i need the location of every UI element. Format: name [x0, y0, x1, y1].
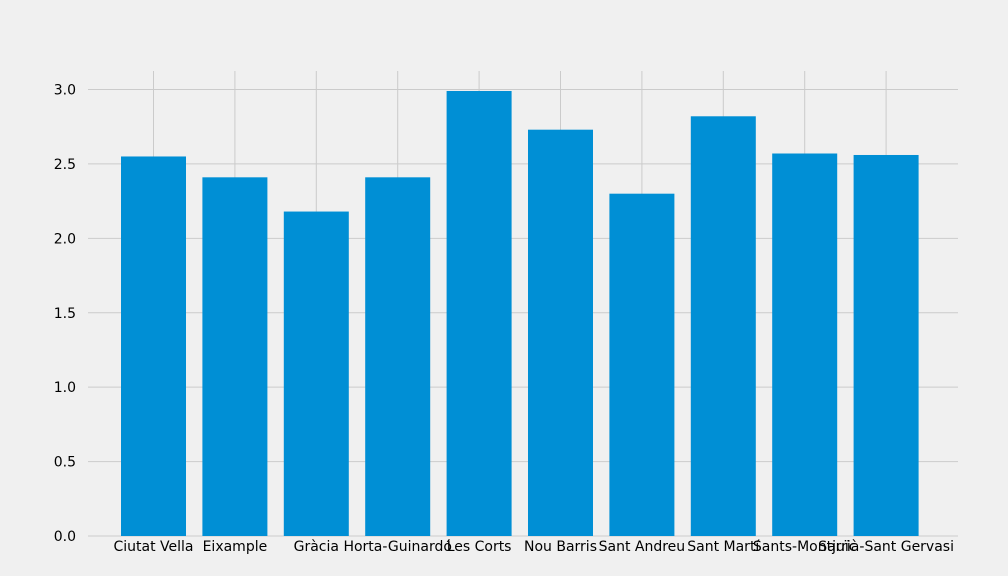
y-tick-label: 0.0 [54, 529, 76, 545]
bar-sarri-sant-gervasi [853, 154, 919, 536]
x-tick-label: Nou Barris [524, 539, 597, 555]
bar-ciutat-vella [121, 156, 186, 536]
x-tick-label: Sants-Montjuïc [753, 539, 857, 555]
bar-gr-cia [283, 211, 349, 536]
x-tick-label: Sant Andreu [599, 539, 686, 555]
y-tick-label: 3.0 [54, 83, 76, 99]
y-tick-label: 0.5 [54, 455, 76, 471]
bar-les-corts [446, 90, 512, 536]
y-tick-label: 2.5 [54, 157, 76, 173]
bar-nou-barris [528, 129, 593, 536]
bar-eixample [202, 177, 268, 537]
x-tick-label: Eixample [203, 539, 268, 555]
bar-sants-montju-c [772, 153, 838, 536]
bar-sant-andreu [609, 193, 675, 536]
y-axis: 0.0 0.5 1.0 1.5 2.0 2.5 3.0 [54, 83, 76, 546]
bars-layer [121, 90, 919, 537]
bar-horta-guinard- [365, 177, 431, 537]
x-axis: Ciutat Vella Eixample Gràcia Horta-Guinardó… [113, 539, 954, 555]
bar-sant-mart- [690, 116, 756, 536]
x-tick-label: Sarrià-Sant Gervasi [818, 539, 954, 555]
x-tick-label: Les Corts [447, 539, 512, 555]
x-tick-label: Sant Martí [687, 539, 760, 555]
y-tick-label: 1.5 [54, 306, 76, 322]
x-tick-label: Horta-Guinardó [343, 539, 452, 555]
y-tick-label: 1.0 [54, 380, 76, 396]
y-tick-label: 2.0 [54, 231, 76, 247]
x-tick-label: Gràcia [294, 539, 339, 555]
x-tick-label: Ciutat Vella [113, 539, 193, 555]
